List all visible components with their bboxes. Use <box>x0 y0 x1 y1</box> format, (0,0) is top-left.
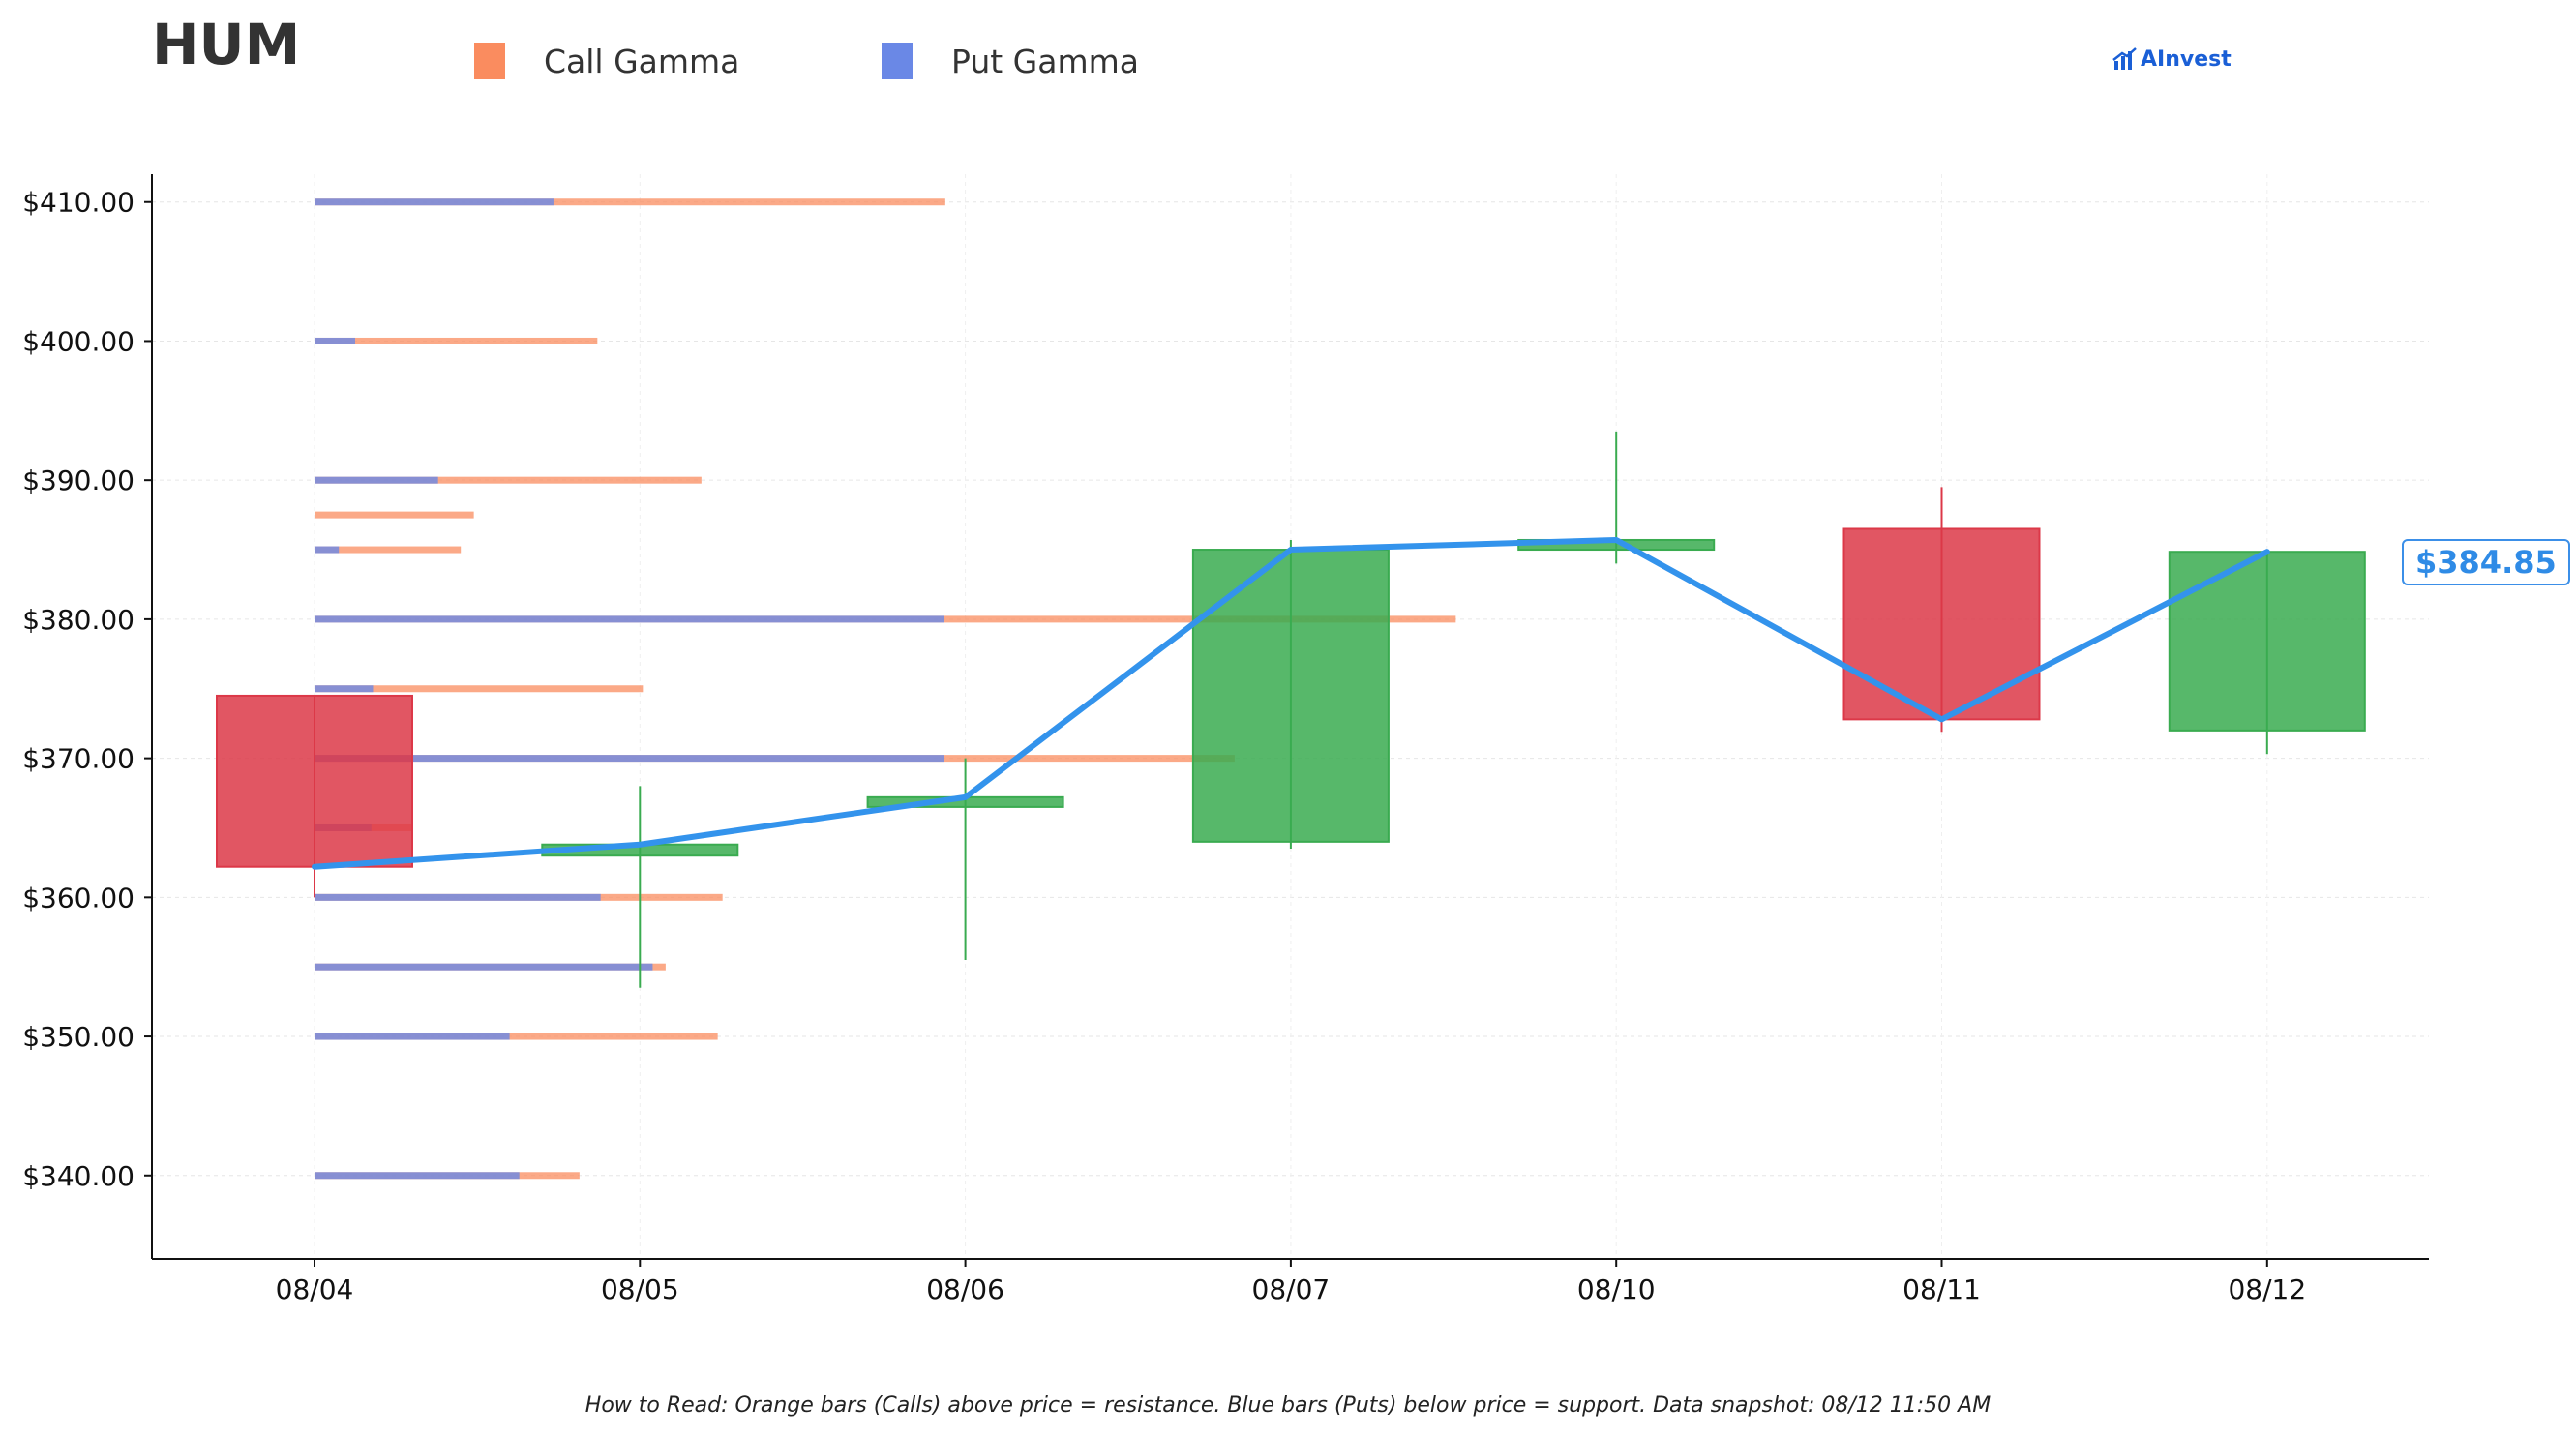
call-gamma-swatch <box>474 43 505 79</box>
line-layer <box>312 536 2270 870</box>
candle-layer <box>216 431 2366 988</box>
y-tick-label: $350.00 <box>22 1021 135 1053</box>
put-gamma-bar <box>315 337 355 344</box>
x-tick-label: 08/05 <box>601 1273 679 1305</box>
put-gamma-bar <box>315 963 653 971</box>
candle-body <box>216 694 413 868</box>
y-tick-label: $380.00 <box>22 604 135 636</box>
y-tick-label: $390.00 <box>22 464 135 496</box>
put-gamma-bar <box>315 685 374 693</box>
call-gamma-bar <box>315 198 945 206</box>
y-tick-label: $400.00 <box>22 325 135 357</box>
y-tick-label: $360.00 <box>22 882 135 913</box>
legend-item-put: Put Gamma <box>882 37 1139 85</box>
put-gamma-bar <box>315 1172 520 1180</box>
brand-chart-icon <box>2112 47 2137 70</box>
candle-body <box>1191 549 1390 843</box>
put-gamma-bar <box>315 476 438 484</box>
x-tick-label: 08/11 <box>1902 1273 1981 1305</box>
x-tick-label: 08/07 <box>1252 1273 1331 1305</box>
x-tick-label: 08/04 <box>276 1273 354 1305</box>
x-tick-label: 08/10 <box>1577 1273 1656 1305</box>
gamma-layer <box>315 198 1456 1180</box>
x-tick-label: 08/12 <box>2228 1273 2306 1305</box>
y-tick-label: $340.00 <box>22 1160 135 1192</box>
call-gamma-bar <box>315 685 644 693</box>
axis-layer: $340.00 $350.00 $360.00 $370.00 $380.00 $390.… <box>22 174 2429 1305</box>
call-gamma-bar <box>315 337 598 344</box>
price-line <box>312 536 2270 870</box>
candle-body <box>1842 527 2041 721</box>
put-gamma-bar <box>315 198 554 206</box>
call-gamma-bar <box>315 476 702 484</box>
ticker-title: HUM <box>152 12 301 77</box>
current-price-tag: $384.85 <box>2402 539 2570 585</box>
call-gamma-bar <box>315 546 462 554</box>
y-tick-label: $410.00 <box>22 187 135 219</box>
legend-item-call: Call Gamma <box>474 37 739 85</box>
candle-body <box>2168 551 2366 732</box>
brand-logo: AInvest <box>2112 46 2232 72</box>
put-gamma-bar <box>315 755 944 763</box>
put-gamma-bar <box>315 615 944 623</box>
put-gamma-bar <box>315 546 340 554</box>
legend-label-put: Put Gamma <box>951 42 1139 80</box>
call-gamma-bar <box>315 1033 718 1040</box>
put-gamma-bar <box>315 893 601 901</box>
footnote: How to Read: Orange bars (Calls) above p… <box>584 1393 1992 1418</box>
x-tick-label: 08/06 <box>926 1273 1004 1305</box>
put-gamma-bar <box>315 1033 510 1040</box>
brand-name: AInvest <box>2141 46 2232 72</box>
put-gamma-swatch <box>882 43 913 79</box>
legend-label-call: Call Gamma <box>544 42 740 80</box>
y-tick-label: $370.00 <box>22 743 135 775</box>
call-gamma-bar <box>315 511 474 519</box>
